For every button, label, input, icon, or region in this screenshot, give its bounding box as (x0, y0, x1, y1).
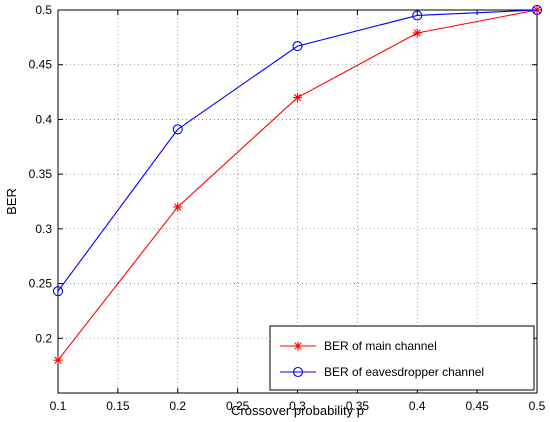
data-point (53, 355, 63, 365)
data-point (173, 202, 183, 212)
data-point (172, 124, 183, 135)
legend-label: BER of eavesdropper channel (324, 365, 484, 379)
y-tick-label: 0.3 (35, 222, 52, 236)
asterisk-stroke (174, 203, 182, 211)
x-tick-label: 0.3 (289, 399, 306, 413)
y-tick-label: 0.35 (29, 167, 53, 181)
legend: BER of main channel BER of eavesdropper c… (269, 325, 535, 391)
y-tick-label: 0.2 (35, 331, 52, 345)
asterisk-stroke (54, 356, 62, 364)
legend-box (269, 325, 535, 391)
tick-labels: 0.1 0.15 0.2 0.25 0.3 0.35 0.4 0.45 0.5 0.2 0.25 0.… (29, 3, 546, 413)
y-tick-label: 0.4 (35, 112, 52, 126)
x-tick-label: 0.2 (169, 399, 186, 413)
legend-marker (292, 366, 304, 378)
y-tick-label: 0.25 (29, 277, 53, 291)
y-tick-label: 0.5 (35, 3, 52, 17)
x-tick-label: 0.5 (529, 399, 546, 413)
data-point (52, 286, 64, 297)
legend-label: BER of main channel (324, 339, 437, 353)
data-point (293, 93, 302, 103)
data-point (412, 10, 423, 21)
x-tick-label: 0.35 (346, 399, 370, 413)
x-tick-label: 0.1 (50, 399, 67, 413)
y-tick-label: 0.45 (29, 58, 53, 72)
legend-marker (293, 341, 303, 351)
series-line (57, 9, 538, 292)
series-circle (52, 4, 543, 297)
x-tick-label: 0.45 (465, 399, 489, 413)
x-tick-label: 0.25 (226, 399, 250, 413)
x-tick-label: 0.15 (106, 399, 130, 413)
y-axis-label: BER (4, 188, 19, 215)
x-axis-label: Crossover probability p (231, 403, 364, 418)
asterisk-stroke (413, 29, 421, 37)
data-point (292, 41, 303, 52)
data-point (531, 4, 543, 16)
series-layer (52, 4, 543, 365)
x-tick-label: 0.4 (409, 399, 426, 413)
data-point (412, 28, 422, 38)
asterisk-stroke (293, 93, 302, 102)
asterisk-stroke (294, 342, 302, 350)
